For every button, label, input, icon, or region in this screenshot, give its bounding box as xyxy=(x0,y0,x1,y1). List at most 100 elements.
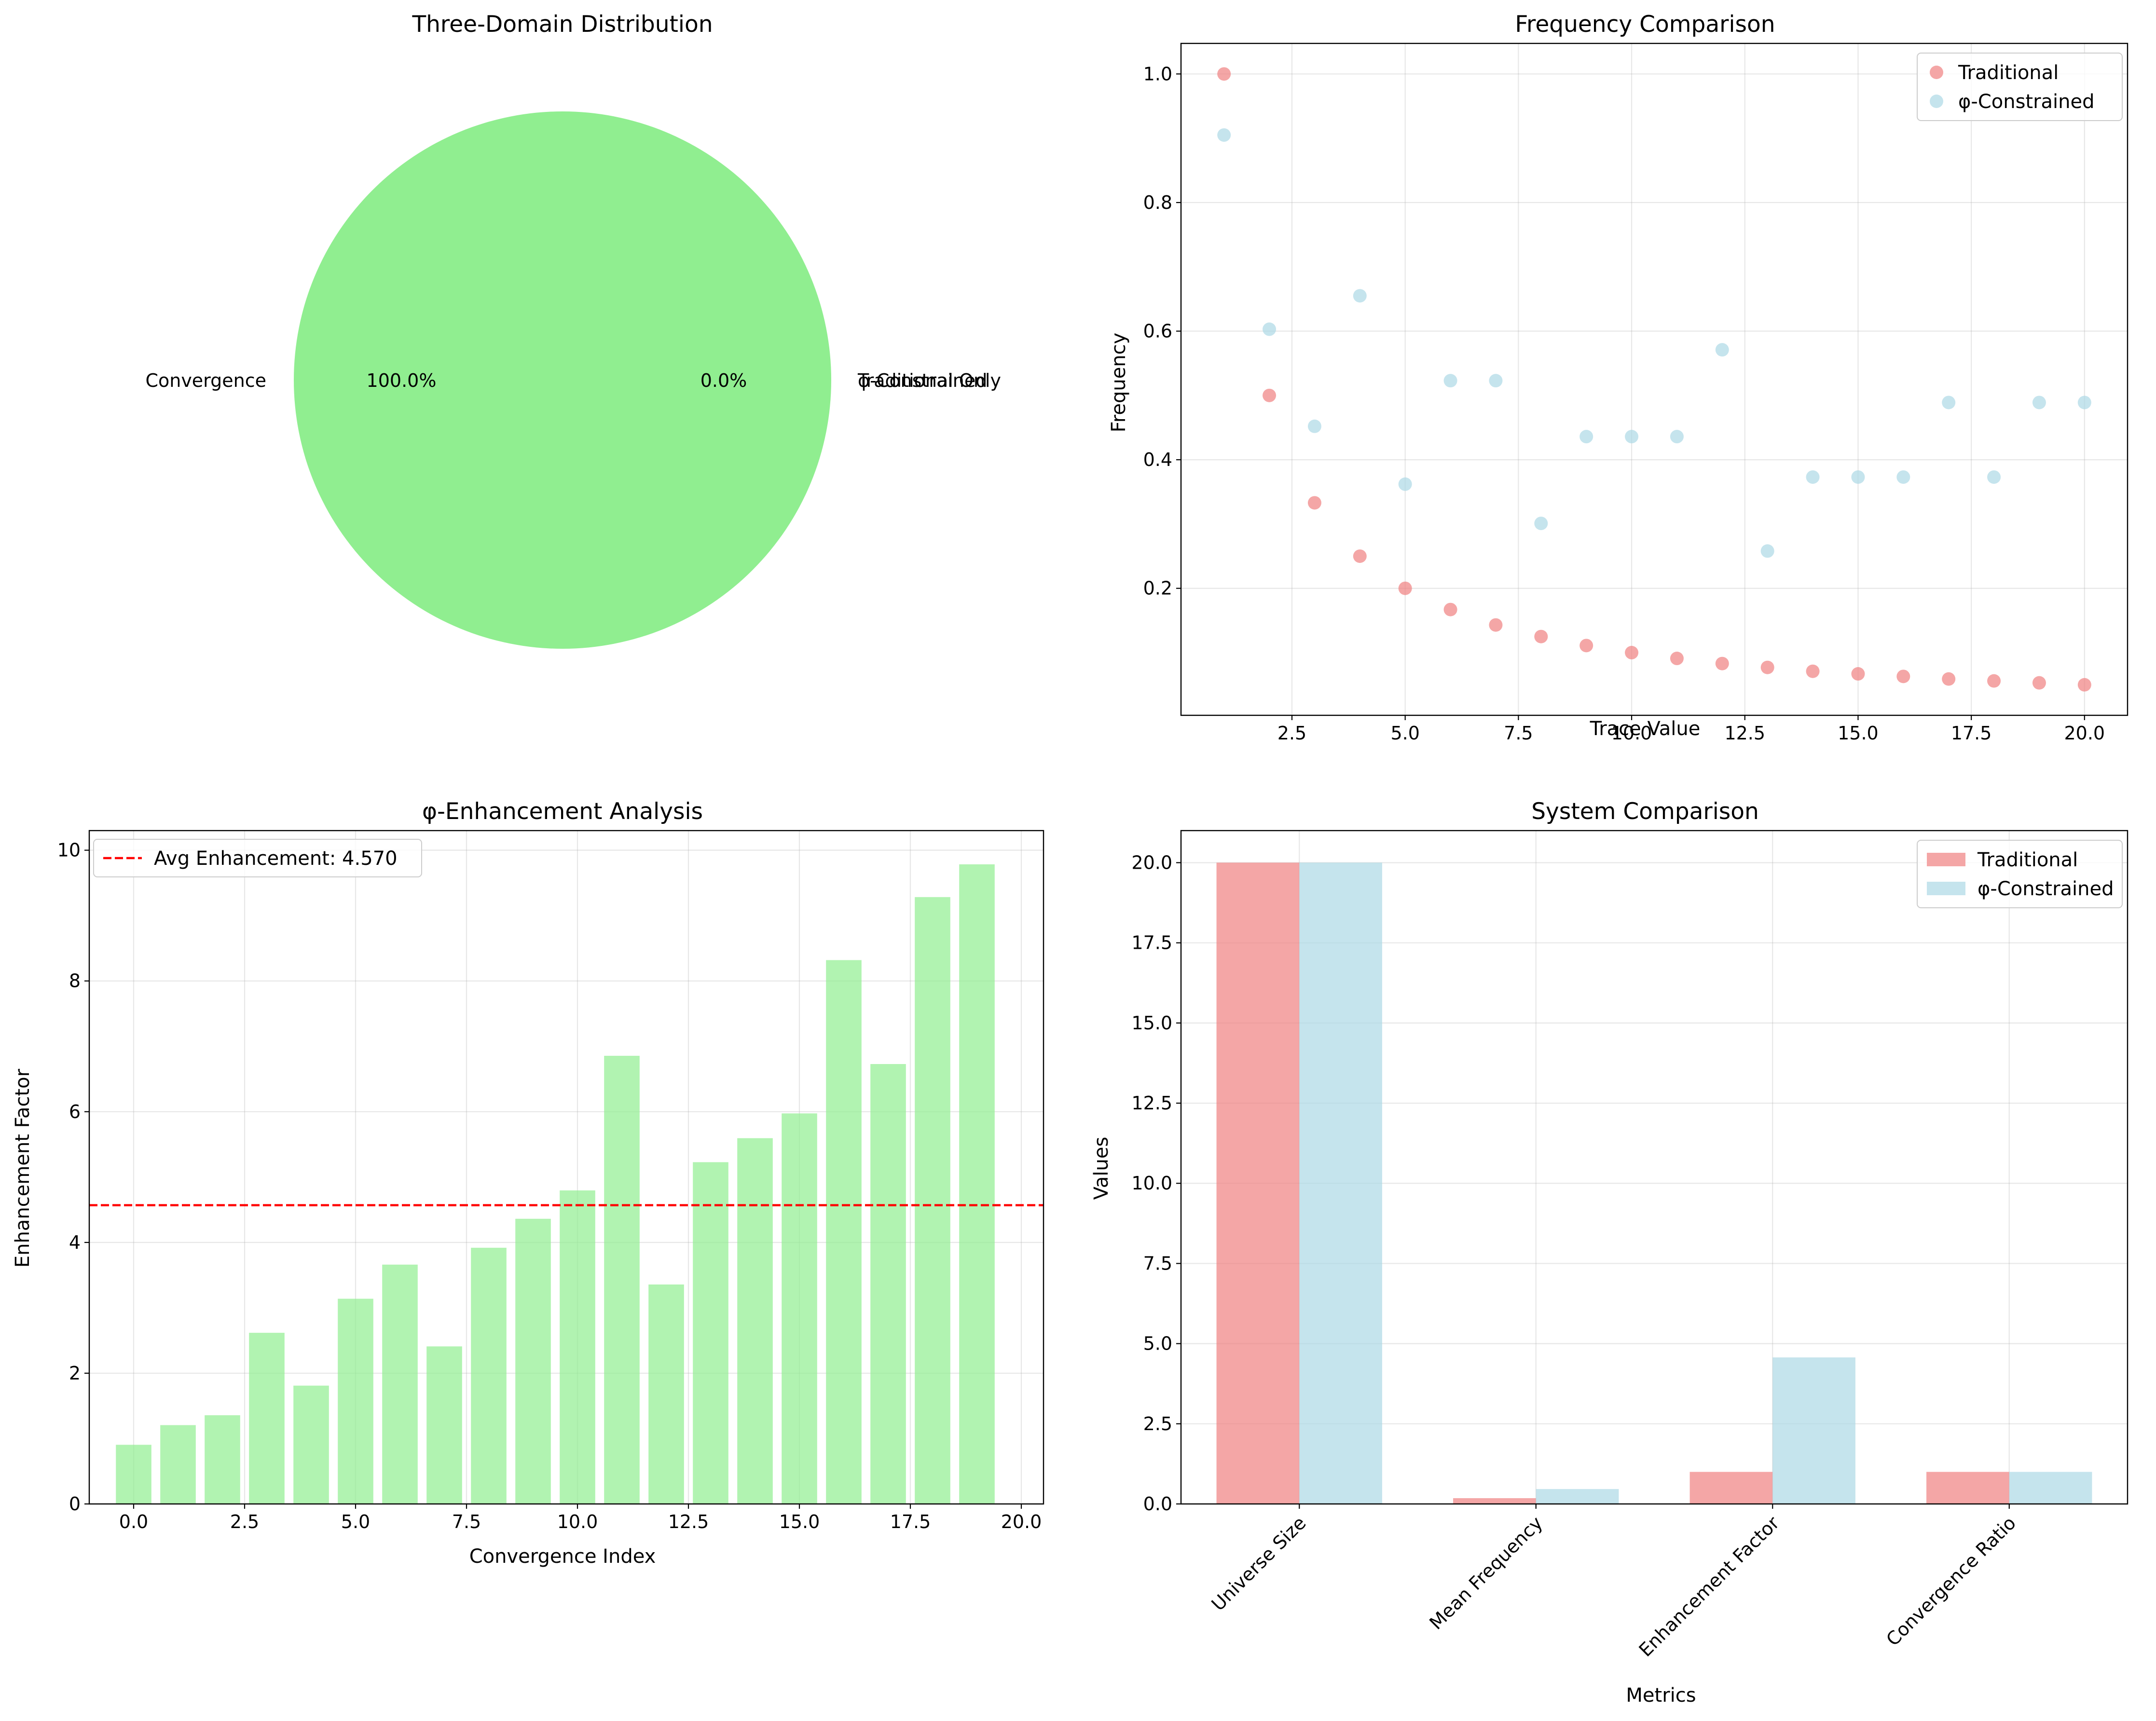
system-comparison-panel: System Comparison Metrics Values 0.0 2.5 5… xyxy=(1090,798,2129,1707)
scatter-x-tick-label: 5.0 xyxy=(1390,723,1419,744)
enhancement-y-tick-label: 4 xyxy=(69,1232,81,1253)
system-comparison-y-tick-label: 7.5 xyxy=(1143,1253,1172,1274)
scatter-y-axis-label: Frequency xyxy=(1108,333,1130,433)
scatter-y-tick-label: 0.8 xyxy=(1143,192,1172,213)
scatter-point-traditional xyxy=(1942,672,1956,686)
scatter-legend-box xyxy=(1917,53,2123,121)
scatter-point-phi-constrained xyxy=(1987,470,2001,484)
enhancement-bar xyxy=(959,864,995,1504)
scatter-y-tick-label: 0.6 xyxy=(1143,321,1172,342)
system-comparison-bar-phi-constrained xyxy=(1772,1357,1855,1504)
pie-label-phi-constrained: φ-Constrained xyxy=(858,370,987,391)
system-comparison-y-tick-label: 17.5 xyxy=(1131,932,1172,954)
scatter-point-phi-constrained xyxy=(1217,128,1231,142)
system-comparison-y-tick-label: 10.0 xyxy=(1131,1173,1172,1194)
scatter-y-tick-label: 0.2 xyxy=(1143,578,1172,599)
scatter-point-traditional xyxy=(1806,664,1820,678)
enhancement-y-tick-label: 8 xyxy=(69,970,81,992)
system-comparison-category-label: Enhancement Factor xyxy=(1635,1512,1784,1661)
system-comparison-y-tick-label: 12.5 xyxy=(1131,1093,1172,1114)
scatter-x-tick-label: 7.5 xyxy=(1504,723,1533,744)
system-comparison-y-axis-label: Values xyxy=(1090,1137,1112,1200)
system-comparison-category-label: Universe Size xyxy=(1208,1512,1310,1615)
system-comparison-legend-swatch-1 xyxy=(1927,882,1965,895)
pie-label-traditional-only: Traditional Only xyxy=(857,370,1001,391)
enhancement-bar xyxy=(249,1333,285,1504)
enhancement-bar xyxy=(116,1445,151,1504)
scatter-point-traditional xyxy=(2077,678,2091,692)
system-comparison-bar-traditional xyxy=(1216,862,1300,1504)
enhancement-bar xyxy=(471,1247,507,1504)
system-comparison-category-label: Convergence Ratio xyxy=(1882,1512,2020,1650)
scatter-point-phi-constrained xyxy=(1942,396,1956,410)
scatter-x-tick-label: 12.5 xyxy=(1724,723,1765,744)
scatter-point-traditional xyxy=(1625,646,1639,660)
enhancement-bar xyxy=(693,1162,728,1504)
scatter-point-traditional xyxy=(1896,669,1910,683)
scatter-point-phi-constrained xyxy=(1398,477,1412,491)
system-comparison-title: System Comparison xyxy=(1531,798,1759,825)
enhancement-x-tick-label: 7.5 xyxy=(452,1511,481,1532)
system-comparison-bar-traditional xyxy=(1689,1472,1773,1504)
enhancement-x-tick-label: 5.0 xyxy=(341,1511,370,1532)
system-comparison-legend-box xyxy=(1917,840,2123,908)
enhancement-bar xyxy=(338,1298,373,1504)
pie-chart-title: Three-Domain Distribution xyxy=(412,11,713,38)
enhancement-y-tick-label: 0 xyxy=(69,1493,81,1515)
scatter-legend-label-0: Traditional xyxy=(1958,62,2059,84)
system-comparison-y-tick-label: 20.0 xyxy=(1131,852,1172,873)
enhancement-bar xyxy=(604,1055,640,1504)
scatter-x-tick-label: 10.0 xyxy=(1611,723,1652,744)
scatter-point-traditional xyxy=(2032,676,2046,690)
system-comparison-bar-phi-constrained xyxy=(1536,1489,1619,1504)
pie-pct-traditional-only: 0.0% xyxy=(700,370,747,391)
scatter-point-traditional xyxy=(1851,667,1865,681)
enhancement-x-axis-label: Convergence Index xyxy=(469,1545,656,1568)
system-comparison-x-axis-label: Metrics xyxy=(1626,1684,1696,1707)
scatter-point-phi-constrained xyxy=(2032,396,2046,410)
enhancement-bar xyxy=(205,1415,240,1504)
scatter-point-traditional xyxy=(1987,674,2001,688)
scatter-legend-marker-0 xyxy=(1930,66,1943,79)
enhancement-y-tick-label: 10 xyxy=(57,840,81,861)
scatter-point-phi-constrained xyxy=(1896,470,1910,484)
enhancement-x-tick-label: 20.0 xyxy=(1001,1511,1042,1532)
enhancement-y-axis-label: Enhancement Factor xyxy=(12,1068,34,1268)
scatter-point-phi-constrained xyxy=(1579,430,1593,444)
scatter-axes-frame xyxy=(1180,42,2129,716)
scatter-y-tick-label: 0.4 xyxy=(1143,449,1172,470)
system-comparison-bar-traditional xyxy=(1926,1472,2009,1504)
system-comparison-legend-label-1: φ-Constrained xyxy=(1977,878,2114,900)
scatter-point-traditional xyxy=(1263,388,1277,402)
scatter-point-traditional xyxy=(1715,656,1729,670)
enhancement-x-tick-label: 12.5 xyxy=(668,1511,709,1532)
enhancement-bar xyxy=(915,897,950,1504)
scatter-point-traditional xyxy=(1443,602,1457,616)
system-comparison-y-tick-label: 2.5 xyxy=(1143,1413,1172,1434)
system-comparison-category-label: Mean Frequency xyxy=(1425,1512,1547,1634)
enhancement-bar xyxy=(515,1218,551,1504)
scatter-point-phi-constrained xyxy=(1625,430,1639,444)
pie-slice-0 xyxy=(294,111,831,649)
scatter-point-traditional xyxy=(1353,549,1367,563)
enhancement-bar xyxy=(382,1264,418,1504)
scatter-point-traditional xyxy=(1760,660,1774,674)
enhancement-bar xyxy=(826,960,862,1504)
scatter-x-tick-label: 17.5 xyxy=(1951,723,1992,744)
enhancement-x-tick-label: 0.0 xyxy=(119,1511,148,1532)
scatter-chart-title: Frequency Comparison xyxy=(1515,11,1775,38)
scatter-point-traditional xyxy=(1489,618,1503,632)
scatter-chart-panel: Frequency Comparison Trace Value Frequen… xyxy=(1108,11,2129,744)
scatter-point-phi-constrained xyxy=(1263,322,1277,336)
enhancement-x-tick-label: 17.5 xyxy=(890,1511,931,1532)
scatter-point-phi-constrained xyxy=(1715,343,1729,357)
enhancement-bar xyxy=(560,1190,595,1504)
enhancement-legend-box xyxy=(93,839,422,877)
system-comparison-bar-phi-constrained xyxy=(1299,862,1382,1504)
enhancement-bar xyxy=(160,1425,196,1504)
scatter-legend-label-1: φ-Constrained xyxy=(1958,91,2095,113)
enhancement-bar xyxy=(737,1138,773,1504)
system-comparison-legend-swatch-0 xyxy=(1927,853,1965,866)
scatter-point-phi-constrained xyxy=(1851,470,1865,484)
